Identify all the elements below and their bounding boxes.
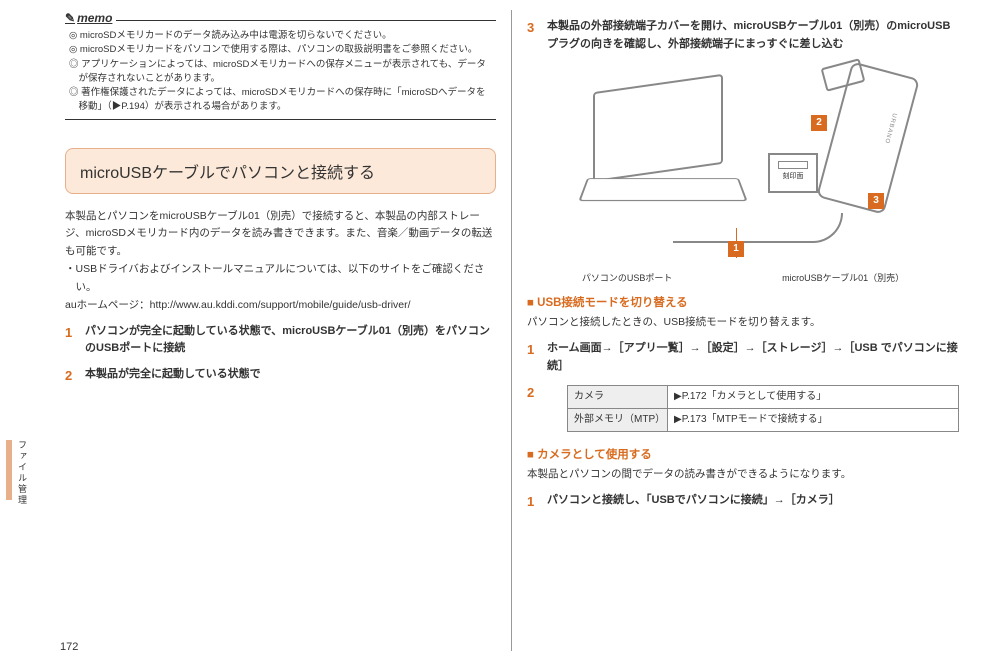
intro-paragraph: 本製品とパソコンをmicroUSBケーブル01（別売）で接続すると、本製品の内部… — [65, 208, 496, 262]
mode-table: カメラ ▶P.172「カメラとして使用する」 外部メモリ（MTP） ▶P.173… — [567, 385, 959, 432]
subsection-text: 本製品とパソコンの間でデータの読み書きができるようになります。 — [527, 466, 959, 484]
diagram-label-usb-port: パソコンのUSBポート — [582, 271, 673, 284]
diagram-marker-1: 1 — [728, 241, 744, 257]
section-title: microUSBケーブルでパソコンと接続する — [65, 148, 496, 194]
memo-label: memo — [65, 11, 116, 25]
memo-line: ◎ 著作権保護されたデータによっては、microSDメモリカードへの保存時に「m… — [69, 86, 492, 115]
page-number: 172 — [60, 641, 78, 653]
step-text: パソコンが完全に起動している状態で、microUSBケーブル01（別売）をパソコ… — [85, 325, 490, 355]
step-number: 3 — [527, 18, 547, 53]
subsection-heading: カメラとして使用する — [527, 446, 959, 462]
laptop-icon — [583, 83, 753, 223]
memo-line: ◎ アプリケーションによっては、microSDメモリカードへの保存メニューが表示… — [69, 58, 492, 87]
table-cell: 外部メモリ（MTP） — [568, 409, 668, 432]
step-number: 2 — [527, 383, 547, 438]
step-number: 1 — [65, 323, 85, 358]
cable-icon — [673, 213, 843, 243]
subsection-heading: USB接続モードを切り替える — [527, 294, 959, 310]
connection-diagram: 刻印面 1 2 3 — [573, 63, 913, 263]
step-number: 1 — [527, 492, 547, 513]
memo-line: ◎ microSDメモリカードをパソコンで使用する際は、パソコンの取扱説明書をご… — [69, 43, 492, 57]
diagram-marker-2: 2 — [811, 115, 827, 131]
side-tab: ファイル管理 — [16, 440, 29, 506]
step-text: 本製品の外部接続端子カバーを開け、microUSBケーブル01（別売）のmicr… — [547, 20, 950, 50]
connector-detail: 刻印面 — [768, 153, 818, 193]
step-text: ホーム画面→［アプリ一覧］→［設定］→［ストレージ］→［USB でパソコンに接続… — [547, 342, 958, 372]
memo-box: memo ◎ microSDメモリカードのデータ読み込み中は電源を切らないでくだ… — [65, 20, 496, 120]
connector-label: 刻印面 — [783, 173, 804, 180]
table-cell: カメラ — [568, 386, 668, 409]
step-number: 1 — [527, 340, 547, 375]
step-text: 本製品が完全に起動している状態で — [85, 368, 261, 380]
intro-url: auホームページ：http://www.au.kddi.com/support/… — [65, 297, 496, 315]
step-text: パソコンと接続し、「USBでパソコンに接続」→［カメラ］ — [547, 494, 840, 506]
table-cell: ▶P.172「カメラとして使用する」 — [668, 386, 959, 409]
diagram-marker-3: 3 — [868, 193, 884, 209]
diagram-label-cable: microUSBケーブル01（別売） — [782, 271, 904, 284]
subsection-text: パソコンと接続したときの、USB接続モードを切り替えます。 — [527, 314, 959, 332]
intro-bullet: ・USBドライバおよびインストールマニュアルについては、以下のサイトをご確認くだ… — [65, 261, 496, 297]
table-cell: ▶P.173「MTPモードで接続する」 — [668, 409, 959, 432]
memo-line: ◎ microSDメモリカードのデータ読み込み中は電源を切らないでください。 — [69, 29, 492, 43]
step-number: 2 — [65, 366, 85, 387]
